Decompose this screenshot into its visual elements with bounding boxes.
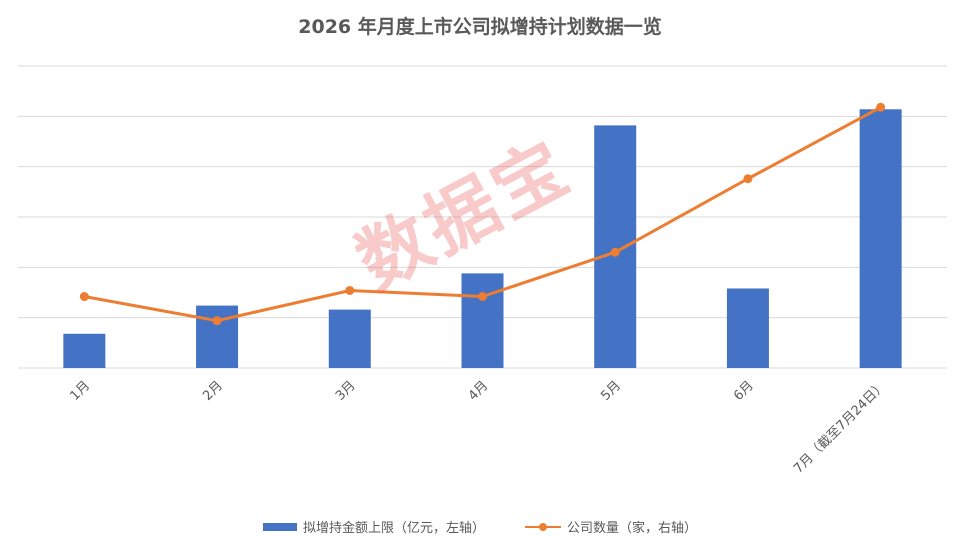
bar[interactable] bbox=[461, 273, 504, 368]
line-point[interactable] bbox=[876, 102, 886, 112]
bar[interactable] bbox=[859, 109, 902, 368]
legend-line-swatch bbox=[525, 522, 561, 532]
line-series bbox=[79, 102, 886, 326]
x-axis-ticks: 1月 2月 3月 4月 5月 6月 7月（截至7月24日） bbox=[68, 378, 890, 476]
x-tick-label: 2月 bbox=[200, 378, 226, 404]
line-point[interactable] bbox=[212, 316, 222, 326]
legend-item-bar[interactable]: 拟增持金额上限（亿元，左轴） bbox=[262, 517, 485, 536]
bar[interactable] bbox=[328, 309, 371, 368]
legend-item-line[interactable]: 公司数量（家，右轴） bbox=[525, 517, 697, 536]
line-point[interactable] bbox=[345, 285, 355, 295]
x-tick-label: 1月 bbox=[68, 378, 94, 404]
bar[interactable] bbox=[63, 333, 106, 368]
chart-title: 2026 年月度上市公司拟增持计划数据一览 bbox=[298, 16, 662, 38]
x-tick-label: 7月（截至7月24日） bbox=[791, 378, 889, 476]
legend: 拟增持金额上限（亿元，左轴） 公司数量（家，右轴） bbox=[0, 517, 960, 536]
legend-line-label: 公司数量（家，右轴） bbox=[567, 521, 698, 536]
line-point[interactable] bbox=[79, 292, 89, 302]
line-point[interactable] bbox=[478, 292, 487, 302]
x-tick-label: 6月 bbox=[731, 378, 757, 404]
bar[interactable] bbox=[594, 125, 637, 368]
line-point[interactable] bbox=[610, 247, 620, 257]
bar[interactable] bbox=[196, 305, 239, 368]
legend-bar-label: 拟增持金额上限（亿元，左轴） bbox=[302, 521, 485, 536]
legend-bar-swatch bbox=[262, 522, 297, 531]
x-tick-label: 4月 bbox=[466, 378, 492, 404]
bar-series bbox=[63, 109, 902, 368]
bar[interactable] bbox=[726, 288, 769, 368]
line-point[interactable] bbox=[743, 174, 753, 184]
x-tick-label: 3月 bbox=[333, 378, 359, 404]
x-tick-label: 5月 bbox=[598, 378, 624, 404]
